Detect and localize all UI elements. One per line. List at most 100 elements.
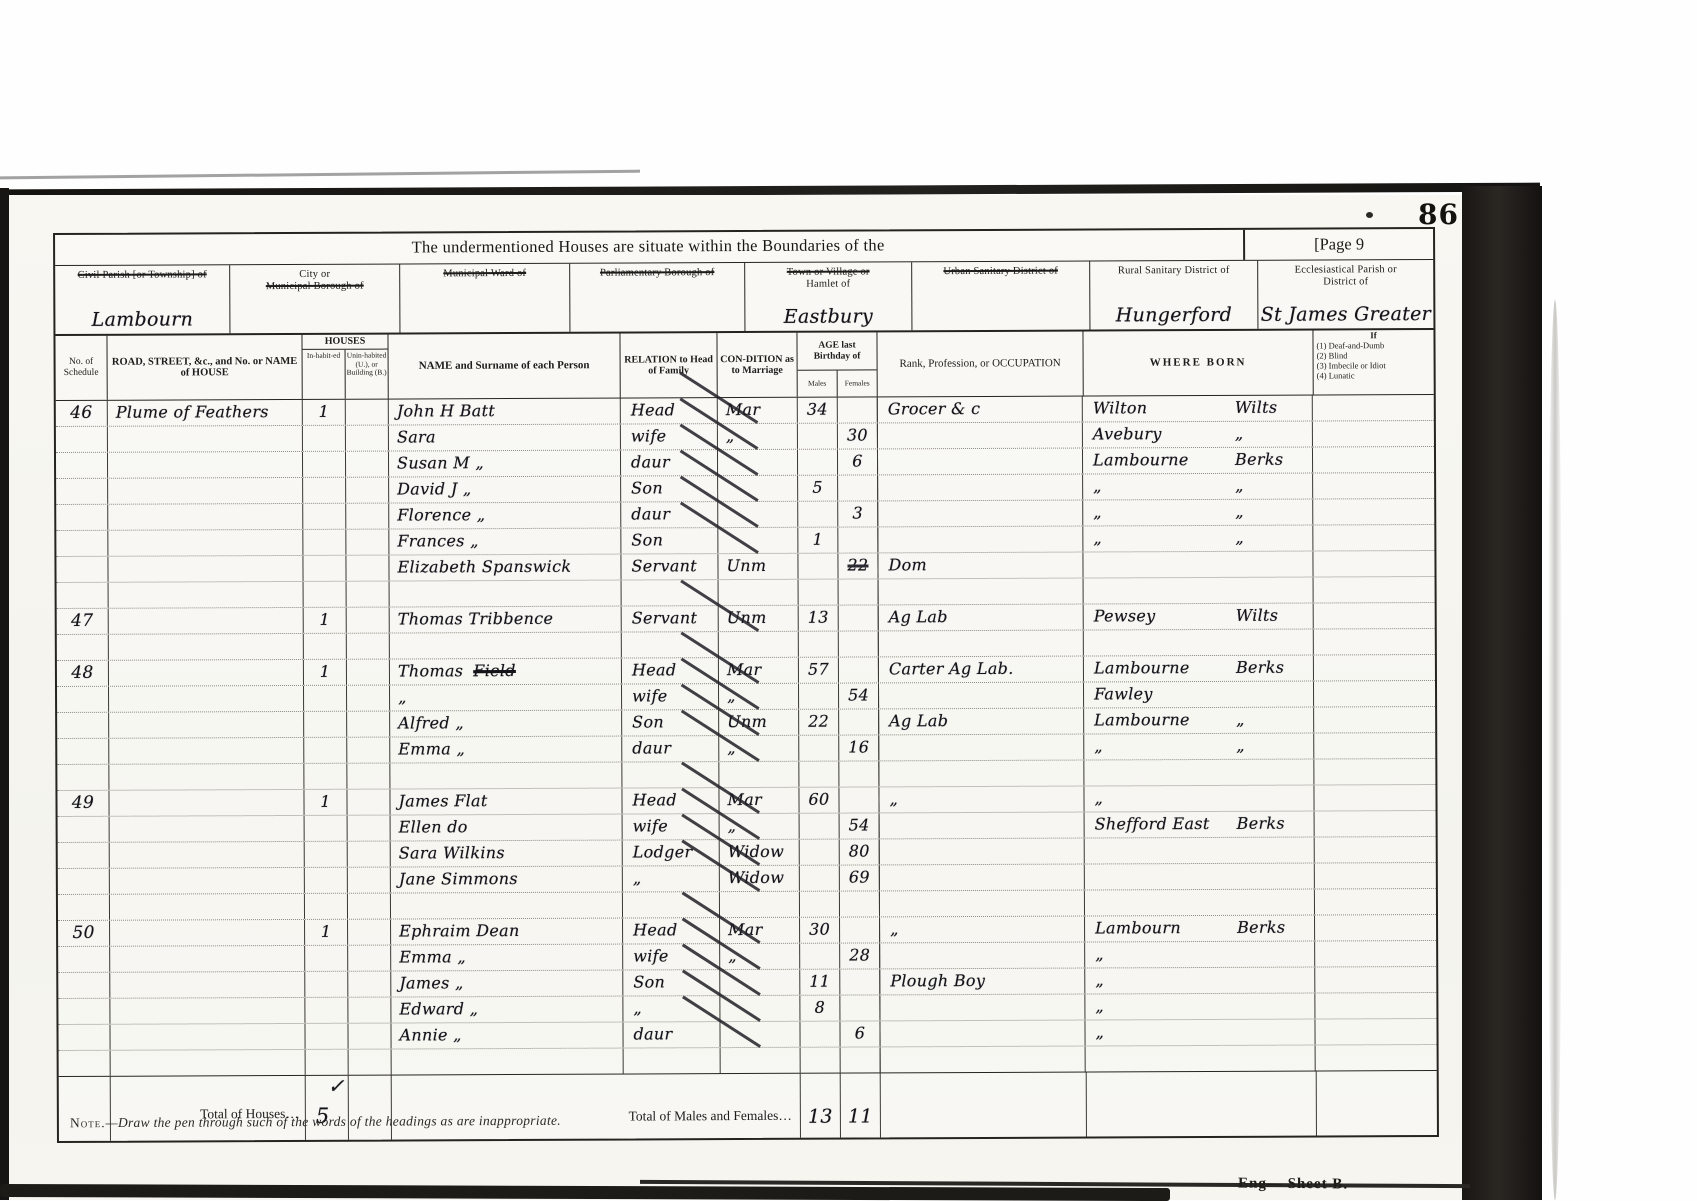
cell-inhabited xyxy=(304,738,347,763)
cell-infirmity xyxy=(1315,889,1435,915)
cell-road xyxy=(110,972,305,998)
cell-condition xyxy=(718,502,798,527)
name-text: Thomas xyxy=(398,661,463,680)
cell-relation: Son xyxy=(622,710,719,735)
cell-condition: „ xyxy=(718,424,798,449)
cell-age-male: 5 xyxy=(798,476,838,501)
cell-uninhabited xyxy=(348,868,391,893)
cell-inhabited xyxy=(305,946,348,971)
cell-occupation: Ag Lab xyxy=(878,605,1084,631)
cell-infirmity xyxy=(1313,421,1433,447)
cell-schedule xyxy=(58,843,110,868)
cell-age-male xyxy=(800,944,840,969)
cell-occupation xyxy=(879,891,1085,917)
col-born: WHERE BORN xyxy=(1083,331,1313,396)
cell-name: Elizabeth Spanswick xyxy=(389,555,621,581)
born-county: Wilts xyxy=(1235,396,1278,420)
cell-road xyxy=(110,1024,305,1050)
cell-name: Alfred „ xyxy=(390,711,622,737)
cell-infirmity xyxy=(1315,967,1435,993)
cell-relation: wife xyxy=(623,814,720,839)
cell-name: Sara Wilkins xyxy=(391,841,623,867)
cell-uninhabited xyxy=(348,842,391,867)
cell-relation: Head xyxy=(621,398,718,423)
cell-road xyxy=(110,920,305,946)
cell-condition xyxy=(719,762,799,787)
cell-relation: wife xyxy=(623,944,720,969)
civil-parish-value: Lambourn xyxy=(55,308,229,331)
cell-name: Ellen do xyxy=(391,815,623,841)
name-text: Elizabeth Spanswick xyxy=(397,557,571,577)
cell-born: „ xyxy=(1085,994,1315,1020)
cell-infirmity xyxy=(1314,707,1434,733)
cell-condition xyxy=(720,996,800,1021)
ink-speck xyxy=(1366,212,1373,218)
cell-age-female: 54 xyxy=(840,813,880,838)
cell-infirmity xyxy=(1313,395,1433,421)
district-municipal-borough: City or Municipal Borough of xyxy=(230,265,400,334)
cell-infirmity xyxy=(1314,655,1434,681)
cell-relation xyxy=(622,762,719,787)
cell-occupation xyxy=(878,683,1084,709)
born-place: „ xyxy=(1093,528,1102,547)
check-mark: ✓ xyxy=(328,1074,345,1098)
cell-age-female xyxy=(838,475,878,500)
cell-born xyxy=(1084,630,1314,656)
cell-age-female xyxy=(839,761,879,786)
cell-occupation xyxy=(879,839,1085,865)
cell-age-female xyxy=(838,397,878,422)
cell-age-female: 30 xyxy=(838,423,878,448)
cell-infirmity xyxy=(1315,811,1435,837)
cell-age-female: 28 xyxy=(840,943,880,968)
cell-occupation xyxy=(879,865,1085,891)
cell-schedule xyxy=(56,479,108,504)
cell-schedule xyxy=(58,895,110,920)
cell-born xyxy=(1085,838,1315,864)
cell-inhabited: 1 xyxy=(304,790,347,815)
total-mf-label: Total of Males and Females… xyxy=(629,1108,792,1125)
totals-row: Total of Houses… ✓ 5 Total of Males and … xyxy=(59,1070,1437,1141)
cell-road xyxy=(108,556,303,582)
cell-road xyxy=(109,764,304,790)
cell-age-female: 69 xyxy=(840,865,880,890)
district-ecclesiastical: Ecclesiastical Parish or District of St … xyxy=(1258,260,1433,329)
cell-relation: Lodger xyxy=(623,840,720,865)
ecclesiastical-value: St James Greater xyxy=(1258,303,1433,326)
cell-condition: Unm xyxy=(719,710,799,735)
cell-inhabited xyxy=(305,998,348,1023)
page-curl-shadow xyxy=(1548,300,1562,1200)
cell-occupation: Carter Ag Lab. xyxy=(878,657,1084,683)
cell-name xyxy=(390,763,622,789)
cell-infirmity xyxy=(1313,499,1433,525)
cell-condition: „ xyxy=(720,944,800,969)
cell-age-male: 60 xyxy=(799,788,839,813)
cell-occupation xyxy=(877,475,1083,501)
cell-age-male xyxy=(800,866,840,891)
cell-occupation: Grocer & c xyxy=(877,397,1083,423)
cell-road: Plume of Feathers xyxy=(108,400,303,426)
cell-born xyxy=(1084,760,1314,786)
cell-name xyxy=(392,1049,624,1075)
cell-occupation: „ xyxy=(879,917,1085,943)
born-county: Berks xyxy=(1237,812,1285,836)
born-county: „ xyxy=(1236,708,1245,732)
cell-condition: „ xyxy=(719,736,799,761)
cell-schedule xyxy=(56,531,108,556)
cell-infirmity xyxy=(1314,603,1434,629)
born-county: Berks xyxy=(1237,916,1285,940)
cell-born: „„ xyxy=(1083,526,1313,552)
cell-infirmity xyxy=(1316,1045,1436,1071)
cell-inhabited xyxy=(305,972,348,997)
cell-age-female xyxy=(839,709,879,734)
cell-uninhabited xyxy=(346,452,389,477)
cell-name: Emma „ xyxy=(390,737,622,763)
cell-age-male xyxy=(798,502,838,527)
cell-infirmity xyxy=(1314,629,1434,655)
cell-uninhabited xyxy=(348,946,391,971)
cell-inhabited xyxy=(303,426,346,451)
cell-condition xyxy=(718,528,798,553)
col-relation: RELATION to Head of Family xyxy=(620,333,717,397)
cell-inhabited: 1 xyxy=(304,608,347,633)
